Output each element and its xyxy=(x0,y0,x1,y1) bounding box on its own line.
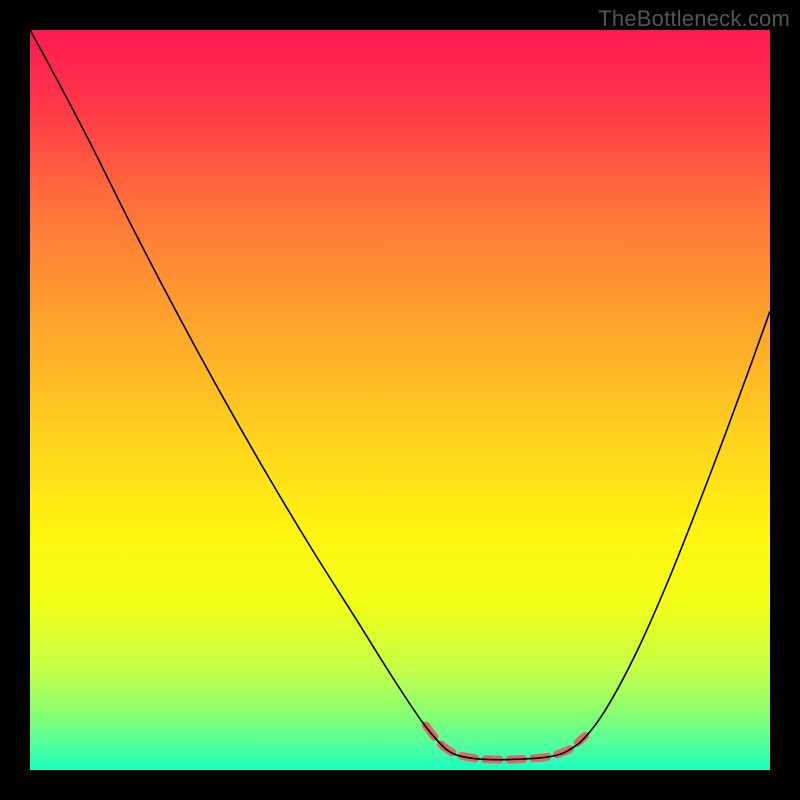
chart-container: TheBottleneck.com xyxy=(0,0,800,800)
watermark-text: TheBottleneck.com xyxy=(598,6,790,32)
gradient-background xyxy=(30,30,770,770)
chart-svg xyxy=(30,30,770,770)
plot-area xyxy=(30,30,770,770)
